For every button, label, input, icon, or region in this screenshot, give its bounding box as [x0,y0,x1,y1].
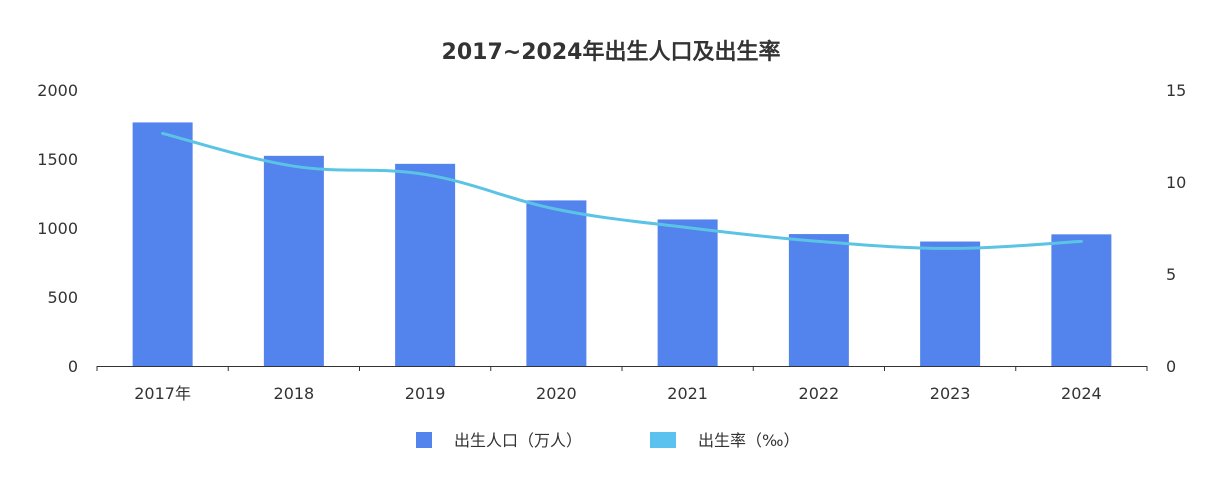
right-tick-label: 5 [1166,265,1176,284]
legend[interactable]: 出生人口（万人） 出生率（‰） [416,431,799,450]
bar [395,163,456,366]
chart-title: 2017~2024年出生人口及出生率 [442,39,781,65]
line-series [161,131,1083,250]
bar-series [132,122,1112,367]
bar [920,241,981,366]
left-tick-label: 0 [68,357,78,376]
bar [526,200,587,366]
left-tick-label: 1000 [37,219,78,238]
x-tick-label: 2020 [536,384,577,403]
x-tick-label: 2019 [405,384,446,403]
legend-label[interactable]: 出生人口（万人） [454,431,582,450]
left-tick-label: 1500 [37,150,78,169]
right-axis: 0 5 10 15 [1166,81,1186,376]
x-axis: 2017年 2018 2019 2020 2021 2022 2023 2024 [96,366,1148,403]
left-tick-label: 500 [47,288,78,307]
left-tick-label: 2000 [37,81,78,100]
x-tick-label: 2021 [667,384,708,403]
x-tick-label: 2018 [274,384,315,403]
bar [1051,234,1112,366]
rate-line [161,131,1083,250]
left-axis: 0 500 1000 1500 2000 [37,81,78,376]
legend-swatch[interactable] [416,432,432,448]
x-tick-label: 2024 [1061,384,1102,403]
legend-swatch[interactable] [650,432,676,448]
x-tick-label: 2023 [930,384,971,403]
right-tick-label: 10 [1166,173,1186,192]
bar [657,219,718,366]
right-tick-label: 0 [1166,357,1176,376]
x-tick-label: 2022 [799,384,840,403]
bar [263,155,324,366]
right-tick-label: 15 [1166,81,1186,100]
bar [132,122,193,367]
bar [788,234,849,366]
x-tick-label: 2017年 [134,384,191,403]
legend-label[interactable]: 出生率（‰） [698,431,799,450]
